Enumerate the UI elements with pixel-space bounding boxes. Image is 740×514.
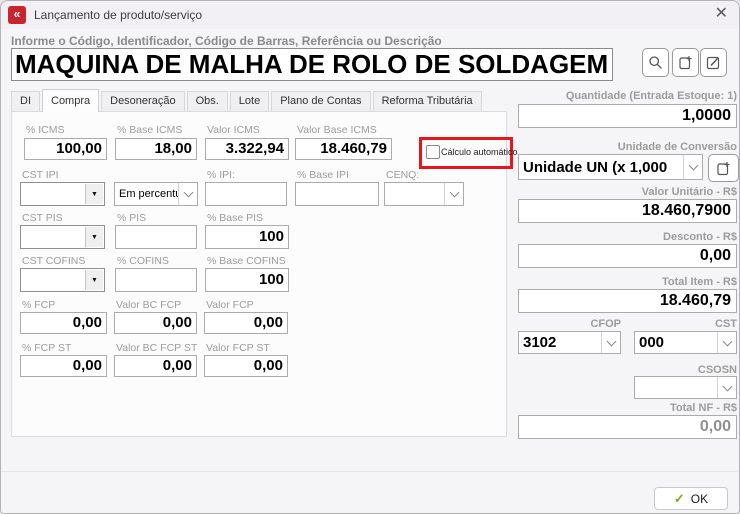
- new-product-button[interactable]: [672, 48, 699, 77]
- ok-button[interactable]: ✓ OK: [654, 487, 728, 510]
- fcp-valor-label: Valor FCP: [206, 299, 254, 311]
- ipi-base-field[interactable]: [295, 182, 379, 206]
- pis-pct-field[interactable]: [115, 225, 197, 249]
- ipi-pct-label: % IPI:: [207, 169, 236, 181]
- edit-product-button[interactable]: [700, 48, 727, 77]
- edit-icon: [706, 55, 721, 70]
- search-icon: [648, 55, 663, 70]
- fcp-pct-field[interactable]: 0,00: [20, 312, 107, 334]
- desconto-label: Desconto - R$: [663, 231, 737, 243]
- tab-compra[interactable]: Compra: [42, 89, 100, 112]
- fcp-st-bc-field[interactable]: 0,00: [114, 355, 197, 377]
- cofins-pct-label: % COFINS: [117, 255, 169, 267]
- tab-plano-de-contas[interactable]: Plano de Contas: [271, 91, 371, 111]
- ipi-cst-label: CST IPI: [22, 169, 59, 181]
- close-icon[interactable]: ✕: [714, 5, 728, 22]
- icms-valor-field[interactable]: 3.322,94: [205, 138, 289, 160]
- icms-valor-base-label: Valor Base ICMS: [297, 124, 377, 136]
- cofins-base-field[interactable]: 100: [205, 268, 289, 292]
- total-nf-label: Total NF - R$: [669, 402, 737, 414]
- dropdown-arrow-icon: ▼: [85, 227, 103, 247]
- chevron-down-icon: [178, 183, 197, 205]
- fcp-st-pct-field[interactable]: 0,00: [20, 355, 107, 377]
- tab-desoneracao[interactable]: Desoneração: [101, 91, 185, 111]
- fcp-st-valor-label: Valor FCP ST: [206, 342, 270, 354]
- icms-valor-base-field[interactable]: 18.460,79: [295, 138, 392, 160]
- tab-obs[interactable]: Obs.: [186, 91, 228, 111]
- fcp-pct-label: % FCP: [22, 299, 56, 311]
- desconto-field[interactable]: 0,00: [518, 244, 737, 268]
- icms-valor-label: Valor ICMS: [207, 124, 260, 136]
- auto-calc-checkbox[interactable]: [426, 145, 440, 159]
- icms-base-label: % Base ICMS: [117, 124, 183, 136]
- cofins-base-label: % Base COFINS: [207, 255, 286, 267]
- pis-pct-label: % PIS: [117, 212, 147, 224]
- new-document-icon: [716, 161, 731, 176]
- tab-strip: DI Compra Desoneração Obs. Lote Plano de…: [11, 89, 484, 112]
- ipi-cenq-dropdown[interactable]: [384, 182, 464, 206]
- tab-panel-compra: % ICMS % Base ICMS Valor ICMS Valor Base…: [11, 111, 518, 437]
- cfop-label: CFOP: [590, 318, 621, 330]
- pis-base-field[interactable]: 100: [205, 225, 289, 249]
- app-icon: «: [8, 6, 26, 24]
- unidade-conversao-dropdown[interactable]: Unidade UN (x 1,000: [518, 154, 703, 180]
- cst-dropdown[interactable]: 000: [634, 331, 737, 354]
- new-document-icon: [678, 55, 693, 70]
- chevron-down-icon: [683, 155, 702, 179]
- footer-bar: [1, 471, 739, 513]
- product-description-input[interactable]: MAQUINA DE MALHA DE ROLO DE SOLDAGEM AUT…: [11, 48, 613, 81]
- ipi-pct-field[interactable]: [205, 182, 287, 206]
- dropdown-arrow-icon: ▼: [85, 184, 103, 204]
- csosn-label: CSOSN: [697, 364, 737, 376]
- ok-button-label: OK: [690, 491, 709, 506]
- checkmark-icon: ✓: [673, 491, 685, 506]
- pis-base-label: % Base PIS: [207, 212, 264, 224]
- ipi-mode-dropdown[interactable]: Em percentual: [114, 182, 198, 206]
- fcp-st-valor-field[interactable]: 0,00: [204, 355, 288, 377]
- tab-lote[interactable]: Lote: [229, 91, 270, 111]
- titlebar: « Lançamento de produto/serviço ✕: [1, 1, 739, 29]
- pis-cst-dropdown[interactable]: ▼: [20, 225, 105, 249]
- icms-base-field[interactable]: 18,00: [115, 138, 197, 160]
- new-unit-button[interactable]: [708, 154, 739, 182]
- chevron-down-icon: [717, 332, 736, 353]
- cofins-pct-field[interactable]: [115, 268, 197, 292]
- cfop-dropdown[interactable]: 3102: [518, 331, 621, 354]
- quantidade-field[interactable]: 1,0000: [518, 104, 737, 128]
- ipi-cst-dropdown[interactable]: ▼: [20, 182, 105, 206]
- tab-di[interactable]: DI: [11, 91, 40, 111]
- total-item-field[interactable]: 18.460,79: [518, 289, 737, 313]
- chevron-down-icon: [717, 377, 736, 398]
- fcp-st-pct-label: % FCP ST: [22, 342, 72, 354]
- icms-pct-label: % ICMS: [26, 124, 65, 136]
- total-item-label: Total Item - R$: [662, 276, 737, 288]
- auto-calc-highlight-box: [419, 137, 513, 169]
- quantidade-label: Quantidade (Entrada Estoque: 1): [565, 90, 737, 102]
- tab-reforma-tributaria[interactable]: Reforma Tributária: [372, 91, 482, 111]
- chevron-down-icon: [444, 183, 463, 205]
- search-prompt-label: Informe o Código, Identificador, Código …: [11, 34, 442, 48]
- ipi-cenq-label: CENQ:: [386, 169, 420, 181]
- fcp-bc-field[interactable]: 0,00: [114, 312, 197, 334]
- search-button[interactable]: [642, 48, 669, 77]
- fcp-valor-field[interactable]: 0,00: [204, 312, 288, 334]
- dropdown-arrow-icon: ▼: [85, 270, 103, 290]
- dialog-title: Lançamento de produto/serviço: [34, 8, 203, 22]
- unidade-conversao-label: Unidade de Conversão: [617, 141, 737, 153]
- cofins-cst-dropdown[interactable]: ▼: [20, 268, 105, 292]
- chevron-down-icon: [601, 332, 620, 353]
- auto-calc-label: Cálculo automático: [441, 147, 518, 157]
- csosn-dropdown[interactable]: [634, 376, 737, 399]
- icms-pct-field[interactable]: 100,00: [24, 138, 107, 160]
- ipi-base-label: % Base IPI: [297, 169, 349, 181]
- cst-label: CST: [715, 318, 737, 330]
- fcp-st-bc-label: Valor BC FCP ST: [116, 342, 198, 354]
- valor-unitario-label: Valor Unitário - R$: [641, 186, 737, 198]
- pis-cst-label: CST PIS: [22, 212, 63, 224]
- total-nf-field[interactable]: 0,00: [518, 415, 737, 439]
- fcp-bc-label: Valor BC FCP: [116, 299, 182, 311]
- valor-unitario-field[interactable]: 18.460,7900: [518, 199, 737, 223]
- cofins-cst-label: CST COFINS: [22, 255, 86, 267]
